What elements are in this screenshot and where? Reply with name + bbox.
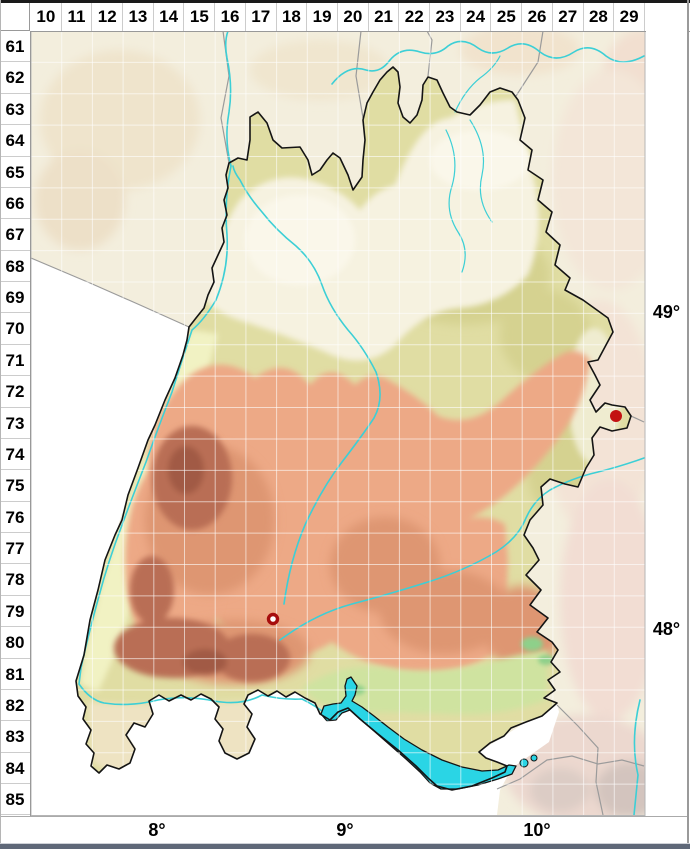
column-header-15: 15 [185, 3, 216, 31]
column-header-10: 10 [31, 3, 62, 31]
row-header-85: 85 [0, 784, 30, 816]
row-header-63: 63 [0, 94, 30, 126]
row-header-74: 74 [0, 439, 30, 471]
river-rhine-north [224, 31, 232, 167]
column-header-17: 17 [246, 3, 277, 31]
river-jagst [469, 119, 493, 223]
neighbor-borders [31, 31, 645, 816]
row-header-84: 84 [0, 753, 30, 785]
row-header-75: 75 [0, 470, 30, 502]
row-header-78: 78 [0, 564, 30, 596]
column-header-27: 27 [553, 3, 584, 31]
column-header-26: 26 [522, 3, 553, 31]
column-header-16: 16 [215, 3, 246, 31]
latitude-margin: 49° 48° [646, 31, 687, 816]
row-header-76: 76 [0, 502, 30, 534]
river-neckar [232, 165, 381, 605]
row-header-71: 71 [0, 345, 30, 377]
row-header-80: 80 [0, 627, 30, 659]
region-unmapped-west [31, 258, 505, 815]
record-marker-filled-dot [610, 410, 622, 422]
column-header-12: 12 [92, 3, 124, 31]
grid-row-headers: 61 62 63 64 65 66 67 68 69 70 71 72 73 74 75 76 77 78 79 80… [0, 31, 31, 816]
river-danube [279, 457, 645, 641]
longitude-footer: 8° 9° 10° [0, 816, 687, 844]
row-header-62: 62 [0, 62, 30, 94]
column-header-22: 22 [399, 3, 431, 31]
row-header-77: 77 [0, 533, 30, 565]
right-border [687, 0, 689, 843]
river-rhine [78, 165, 327, 715]
column-header-20: 20 [338, 3, 369, 31]
record-markers [266, 410, 622, 626]
latitude-label-48°: 48° [652, 619, 681, 639]
left-border [0, 0, 1, 843]
region-unmapped-southeast [479, 703, 559, 790]
column-header-18: 18 [277, 3, 308, 31]
row-header-69: 69 [0, 282, 30, 314]
grid-overlay [31, 31, 645, 816]
row-header-83: 83 [0, 721, 30, 753]
column-header-13: 13 [123, 3, 154, 31]
row-header-65: 65 [0, 157, 30, 188]
column-header-14: 14 [154, 3, 185, 31]
row-header-70: 70 [0, 313, 30, 345]
latitude-label-49°: 49° [652, 302, 681, 322]
row-header-66: 66 [0, 188, 30, 220]
column-header-29: 29 [614, 3, 645, 31]
row-header-67: 67 [0, 219, 30, 251]
column-header-19: 19 [307, 3, 338, 31]
column-header-23: 23 [430, 3, 461, 31]
column-header-11: 11 [62, 3, 93, 31]
column-header-24: 24 [461, 3, 492, 31]
bottom-window-border [0, 843, 690, 849]
row-header-73: 73 [0, 408, 30, 439]
longitude-label-10°: 10° [523, 820, 551, 840]
row-header-82: 82 [0, 690, 30, 722]
river-iller [633, 699, 641, 816]
column-header-28: 28 [584, 3, 615, 31]
longitude-label-9°: 9° [336, 820, 354, 840]
grid-corner-cell [0, 3, 30, 31]
longitude-label-8°: 8° [148, 820, 166, 840]
column-header-21: 21 [369, 3, 400, 31]
top-border [0, 0, 690, 3]
row-header-61: 61 [0, 31, 30, 63]
row-header-64: 64 [0, 125, 30, 157]
row-header-68: 68 [0, 251, 30, 283]
grid-column-headers: 10 11 12 13 14 15 16 17 18 19 20 21 22 23 24 25 26 27 28 29 [0, 3, 690, 32]
row-header-81: 81 [0, 659, 30, 690]
row-header-79: 79 [0, 596, 30, 628]
column-header-25: 25 [492, 3, 523, 31]
row-header-72: 72 [0, 376, 30, 408]
record-marker-open-circle [266, 612, 280, 626]
state-boundary [75, 66, 632, 791]
